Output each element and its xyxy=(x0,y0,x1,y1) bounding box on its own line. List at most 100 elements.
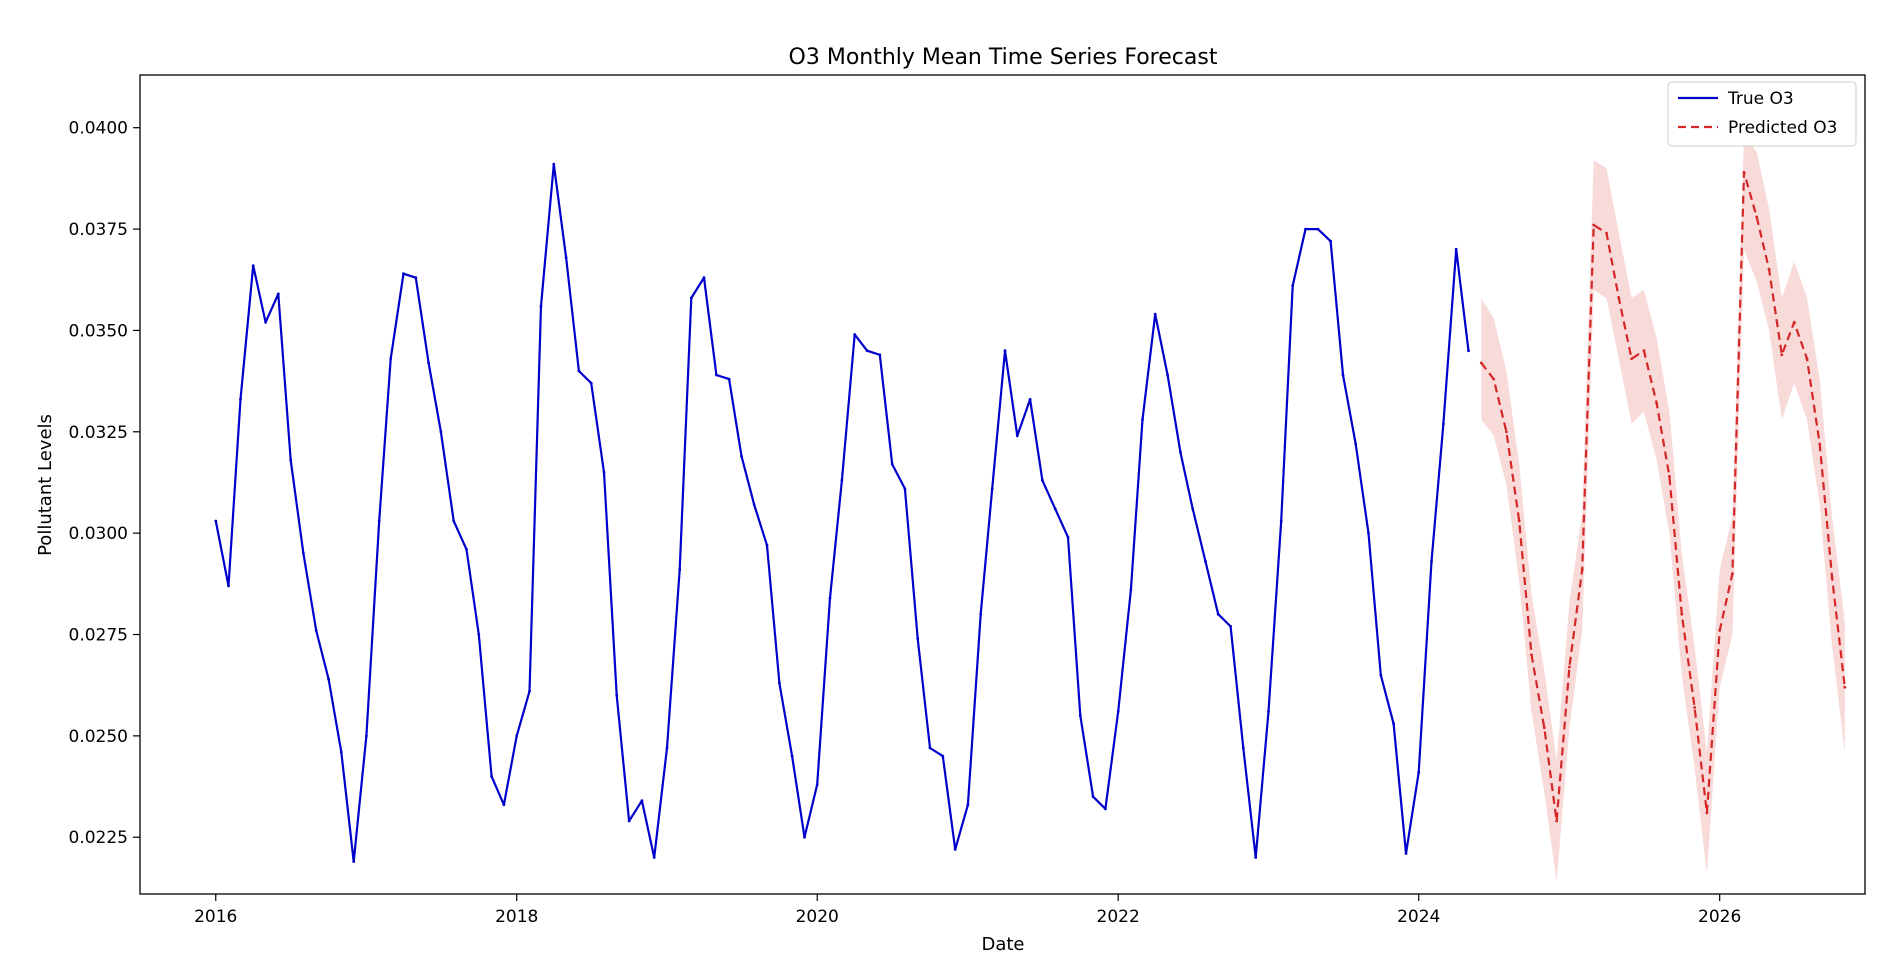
predicted-o3-point-19 xyxy=(1718,629,1722,632)
predicted-o3-point-7 xyxy=(1568,665,1571,669)
true-o3-point-34 xyxy=(640,799,644,803)
true-o3-point-71 xyxy=(1104,807,1107,811)
true-o3-point-79 xyxy=(1204,560,1207,563)
y-tick-label-0.0375: 0.0375 xyxy=(69,220,128,240)
true-o3-point-78 xyxy=(1191,507,1195,511)
true-o3-point-97 xyxy=(1430,560,1433,563)
true-o3-point-48 xyxy=(815,783,819,786)
predicted-o3-point-5 xyxy=(1542,726,1546,730)
true-o3-point-44 xyxy=(765,543,769,547)
true-o3-point-28 xyxy=(564,256,568,259)
true-o3-point-72 xyxy=(1116,710,1120,713)
true-o3-point-55 xyxy=(903,487,907,490)
true-o3-point-45 xyxy=(778,681,781,685)
true-o3-point-6 xyxy=(289,458,293,462)
predicted-o3-point-0 xyxy=(1479,361,1483,365)
predicted-o3-point-11 xyxy=(1617,296,1621,300)
true-o3-point-5 xyxy=(276,292,280,296)
true-o3-point-19 xyxy=(452,519,456,523)
predicted-o3-point-15 xyxy=(1668,475,1671,478)
y-tick-label-0.0275: 0.0275 xyxy=(69,626,128,646)
true-o3-point-84 xyxy=(1267,710,1270,713)
true-o3-point-74 xyxy=(1141,418,1144,421)
true-o3-point-59 xyxy=(953,848,957,851)
true-o3-point-14 xyxy=(389,357,393,361)
legend: True O3 Predicted O3 xyxy=(1667,81,1857,147)
y-tick-label-0.0325: 0.0325 xyxy=(69,423,128,443)
true-o3-point-89 xyxy=(1329,239,1332,243)
true-o3-point-93 xyxy=(1379,673,1383,677)
true-o3-point-38 xyxy=(689,296,693,300)
true-o3-point-17 xyxy=(427,361,430,365)
predicted-o3-point-18 xyxy=(1705,811,1709,815)
true-o3-point-65 xyxy=(1028,398,1032,401)
predicted-o3-confidence-band xyxy=(1481,135,1845,882)
true-o3-point-41 xyxy=(727,377,731,381)
true-o3-point-81 xyxy=(1229,625,1232,628)
legend-predicted-label: Predicted O3 xyxy=(1728,118,1837,138)
predicted-o3-point-9 xyxy=(1592,223,1596,227)
true-o3-point-91 xyxy=(1354,442,1358,446)
x-tick-label-2026: 2026 xyxy=(1698,907,1741,927)
y-axis: 0.0225 0.0250 0.0275 0.0300 0.0325 0.0350 0.03… xyxy=(69,119,140,848)
y-tick-label-0.0250: 0.0250 xyxy=(69,727,128,747)
true-o3-point-42 xyxy=(740,454,743,458)
true-o3-point-57 xyxy=(928,746,932,750)
true-o3-point-53 xyxy=(878,353,882,357)
true-o3-point-96 xyxy=(1417,771,1421,774)
true-o3-point-20 xyxy=(465,548,468,551)
true-o3-point-58 xyxy=(941,754,945,758)
true-o3-point-54 xyxy=(890,462,894,466)
predicted-o3-point-2 xyxy=(1505,430,1508,434)
true-o3-point-87 xyxy=(1304,227,1307,231)
predicted-o3-point-27 xyxy=(1818,442,1822,446)
true-o3-point-73 xyxy=(1129,588,1133,592)
true-o3-point-61 xyxy=(979,612,983,616)
predicted-o3-point-23 xyxy=(1767,268,1771,271)
legend-true-label: True O3 xyxy=(1727,89,1794,109)
y-tick-label-0.0350: 0.0350 xyxy=(69,321,128,341)
true-o3-point-24 xyxy=(515,734,519,738)
true-o3-point-47 xyxy=(803,835,806,839)
true-o3-point-39 xyxy=(702,276,706,280)
true-o3-point-98 xyxy=(1442,422,1445,426)
predicted-o3-point-10 xyxy=(1605,231,1608,235)
true-o3-point-13 xyxy=(377,519,381,523)
true-o3-point-100 xyxy=(1467,349,1470,353)
true-o3-point-43 xyxy=(752,503,756,507)
true-o3-point-94 xyxy=(1392,722,1395,726)
true-o3-point-21 xyxy=(477,633,481,636)
true-o3-point-75 xyxy=(1153,312,1157,316)
true-o3-point-63 xyxy=(1003,349,1007,353)
true-o3-point-35 xyxy=(652,856,656,859)
x-axis: 2016 2018 2020 2022 2024 2026 xyxy=(194,894,1741,927)
predicted-o3-point-21 xyxy=(1742,170,1746,174)
true-o3-point-23 xyxy=(502,803,506,807)
y-tick-label-0.0300: 0.0300 xyxy=(69,524,128,544)
true-o3-point-70 xyxy=(1091,795,1095,799)
true-o3-point-27 xyxy=(552,162,556,166)
true-o3-point-49 xyxy=(828,596,832,600)
predicted-o3-point-28 xyxy=(1830,576,1834,580)
true-o3-point-26 xyxy=(539,304,543,308)
true-o3-point-68 xyxy=(1066,535,1070,539)
true-o3-point-1 xyxy=(227,584,230,588)
chart-title: O3 Monthly Mean Time Series Forecast xyxy=(789,45,1218,70)
true-o3-point-18 xyxy=(439,430,443,434)
axes-frame xyxy=(139,74,1866,895)
true-o3-point-60 xyxy=(966,803,970,807)
predicted-o3-point-22 xyxy=(1755,215,1759,219)
predicted-o3-point-12 xyxy=(1630,357,1633,361)
true-o3-point-11 xyxy=(352,860,356,863)
true-o3-point-7 xyxy=(302,552,305,555)
predicted-o3-point-14 xyxy=(1655,402,1659,405)
predicted-o3-point-16 xyxy=(1680,612,1684,616)
true-o3-point-92 xyxy=(1367,531,1370,535)
true-o3-point-4 xyxy=(264,320,267,324)
true-o3-point-67 xyxy=(1053,507,1057,511)
true-o3-point-3 xyxy=(251,264,255,267)
x-tick-label-2016: 2016 xyxy=(194,907,237,927)
true-o3-point-25 xyxy=(528,689,531,693)
y-axis-label: Pollutant Levels xyxy=(35,414,56,556)
